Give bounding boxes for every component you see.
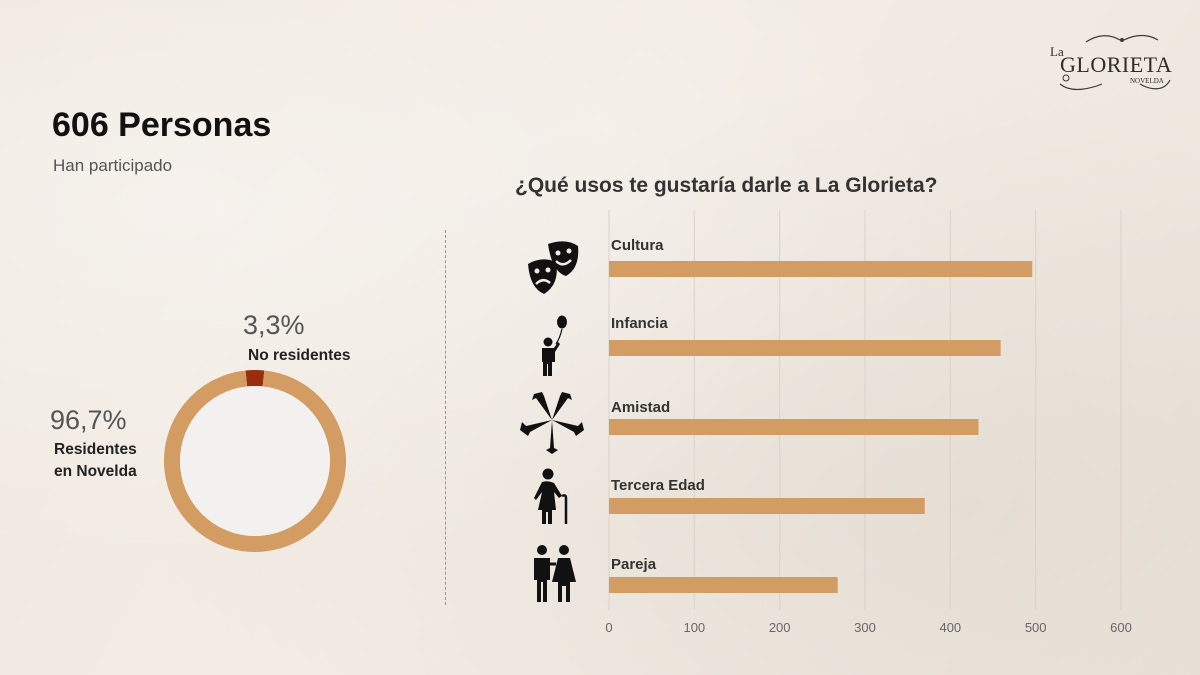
bar-tercera-edad [609, 498, 925, 514]
non-residents-percentage: 3,3% [243, 310, 305, 340]
x-tick-label: 0 [605, 620, 612, 635]
couple-icon [534, 545, 576, 602]
la-glorieta-logo: La GLORIETA NOVELDA [1050, 34, 1172, 91]
elderly-cane-icon [534, 468, 568, 524]
category-label: Cultura [611, 237, 664, 254]
bar-pareja [609, 577, 838, 593]
hands-circle-icon [520, 392, 584, 454]
participants-subline: Han participado [53, 156, 173, 175]
category-label: Pareja [611, 556, 657, 573]
logo-sub-text: NOVELDA [1130, 77, 1164, 85]
x-tick-label: 500 [1025, 620, 1047, 635]
bar-cultura [609, 261, 1033, 277]
child-balloon-icon [542, 315, 567, 376]
x-tick-label: 200 [769, 620, 791, 635]
x-tick-label: 100 [683, 620, 705, 635]
residency-donut-chart [164, 370, 346, 552]
category-label: Infancia [611, 315, 668, 332]
x-tick-label: 300 [854, 620, 876, 635]
donut-center [180, 386, 330, 536]
x-tick-label: 600 [1110, 620, 1132, 635]
non-residents-label: No residentes [248, 347, 351, 364]
chart-title: ¿Qué usos te gustaría darle a La Gloriet… [515, 174, 938, 197]
logo-top-text: La [1050, 44, 1064, 59]
residents-percentage: 96,7% [50, 405, 127, 435]
section-divider [445, 230, 446, 605]
participants-headline: 606 Personas [52, 106, 272, 144]
donut-segment-non-residents [164, 370, 346, 552]
theater-masks-icon [528, 241, 579, 294]
bar-amistad [609, 419, 979, 435]
bar-infancia [609, 340, 1001, 356]
residents-label-line2: en Novelda [54, 463, 137, 480]
category-label: Tercera Edad [611, 477, 705, 494]
category-label: Amistad [611, 399, 670, 416]
residents-label-line1: Residentes [54, 441, 137, 458]
logo-name: GLORIETA [1060, 52, 1172, 77]
x-tick-label: 400 [939, 620, 961, 635]
